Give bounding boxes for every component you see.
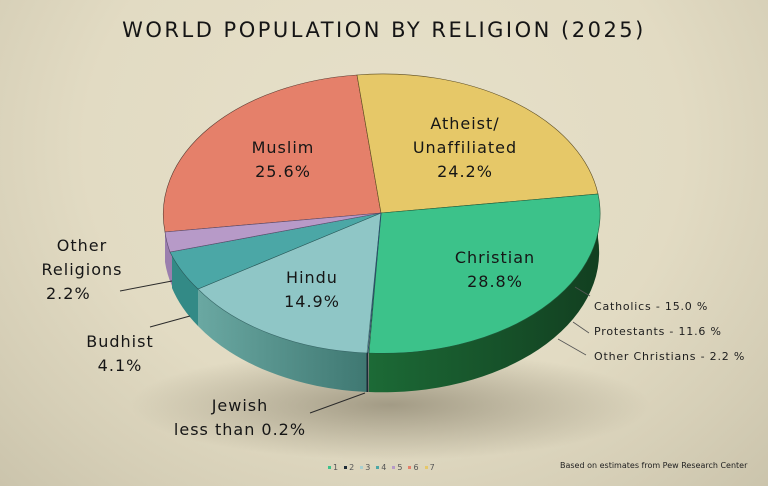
slice-side-christian: [369, 200, 600, 393]
leader-other-religions: [119, 280, 173, 292]
legend-item-4[interactable]: 4: [376, 463, 386, 472]
legend-swatch-icon: [376, 466, 380, 469]
label-atheist-line2: Unaffiliated: [412, 138, 518, 157]
label-other-religions: Other Religions 2.2%: [32, 234, 132, 306]
label-hindu: Hindu 14.9%: [262, 266, 362, 314]
leader-other-christians: [557, 338, 587, 356]
slice-christian[interactable]: [368, 193, 601, 354]
legend-label: 4: [381, 463, 387, 472]
label-hindu-value: 14.9%: [284, 292, 340, 311]
label-hindu-name: Hindu: [286, 268, 338, 287]
legend-item-7[interactable]: 7: [424, 463, 435, 472]
label-budhist-value: 4.1%: [97, 356, 143, 375]
leader-jewish: [309, 392, 366, 414]
label-budhist-name: Budhist: [86, 332, 154, 351]
label-christian: Christian 28.8%: [430, 246, 560, 294]
legend-label: 5: [397, 463, 403, 472]
label-atheist-value: 24.2%: [437, 162, 493, 181]
legend-item-1[interactable]: 1: [328, 463, 338, 472]
slice-side-budhist: [172, 250, 198, 326]
label-muslim-value: 25.6%: [255, 162, 311, 181]
slice-jewish[interactable]: [367, 212, 382, 354]
leader-protestants: [572, 321, 590, 334]
legend-swatch-icon: [344, 466, 348, 469]
leader-catholics: [574, 286, 591, 297]
legend-label: 1: [333, 463, 339, 472]
label-muslim: Muslim 25.6%: [228, 136, 338, 184]
label-other-religions-value: 2.2%: [46, 284, 91, 303]
slice-hindu[interactable]: [197, 212, 382, 354]
label-jewish: Jewish less than 0.2%: [160, 394, 320, 442]
label-christian-value: 28.8%: [467, 272, 523, 291]
slice-atheist[interactable]: [356, 73, 599, 214]
christian-breakdown-catholics: Catholics - 15.0 %: [594, 300, 709, 313]
chart-title: WORLD POPULATION BY RELIGION (2025): [122, 18, 646, 42]
slice-side-hindu: [198, 288, 367, 392]
leader-budhist: [149, 315, 191, 328]
label-atheist: Atheist/ Unaffiliated 24.2%: [400, 112, 530, 184]
label-other-religions-line1: Other: [56, 236, 108, 255]
christian-breakdown-other: Other Christians - 2.2 %: [594, 350, 746, 363]
legend-label: 3: [365, 463, 371, 472]
legend-swatch-icon: [328, 466, 331, 469]
legend-swatch-icon: [424, 466, 428, 469]
label-muslim-name: Muslim: [251, 138, 315, 157]
legend-swatch-icon: [360, 466, 364, 469]
pie-shadow: [130, 350, 650, 460]
label-jewish-value: less than 0.2%: [173, 420, 307, 439]
legend-swatch-icon: [408, 466, 412, 469]
legend-item-2[interactable]: 2: [344, 463, 354, 472]
christian-breakdown-protestants: Protestants - 11.6 %: [594, 325, 722, 338]
legend-item-5[interactable]: 5: [392, 463, 402, 472]
label-budhist: Budhist 4.1%: [70, 330, 170, 378]
source-note: Based on estimates from Pew Research Cen…: [560, 461, 748, 470]
slice-muslim[interactable]: [162, 74, 382, 233]
label-other-religions-line2: Religions: [41, 260, 123, 279]
legend-swatch-icon: [392, 466, 396, 469]
legend-label: 6: [413, 463, 419, 472]
legend-item-6[interactable]: 6: [408, 463, 419, 472]
slice-other-religions[interactable]: [164, 212, 382, 253]
label-atheist-line1: Atheist/: [430, 114, 500, 133]
legend-item-3[interactable]: 3: [360, 463, 370, 472]
label-christian-name: Christian: [454, 248, 536, 267]
legend-label: 2: [349, 463, 355, 472]
legend-label: 7: [429, 463, 435, 472]
label-jewish-name: Jewish: [211, 396, 269, 415]
legend: 1 2 3 4 5 6 7: [328, 463, 435, 472]
